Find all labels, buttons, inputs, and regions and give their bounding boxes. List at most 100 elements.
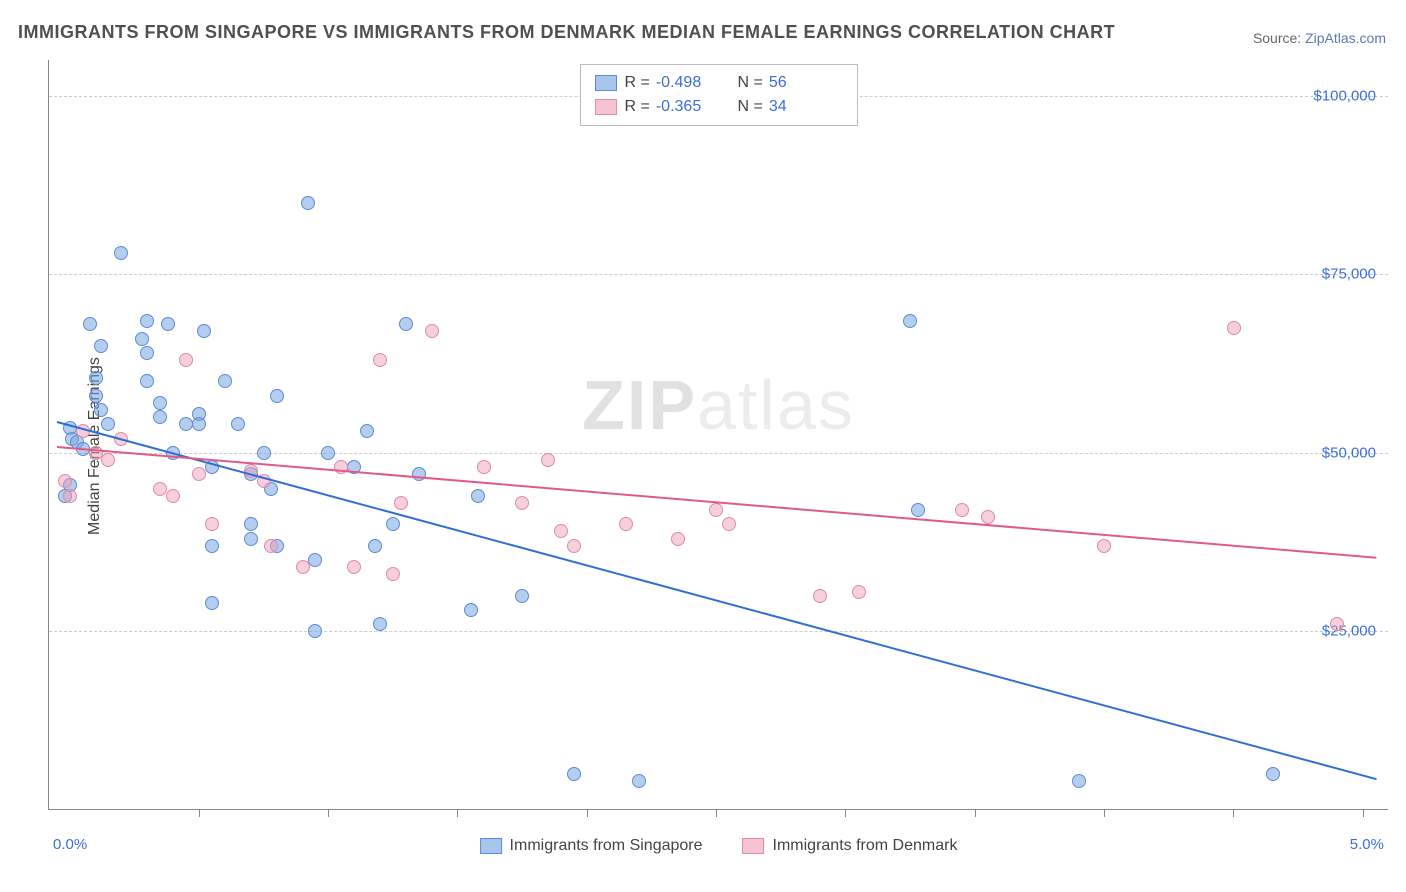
- legend-swatch: [595, 75, 617, 91]
- data-point: [515, 496, 529, 510]
- data-point: [632, 774, 646, 788]
- legend-item: Immigrants from Denmark: [743, 837, 958, 855]
- plot-area: ZIPatlas $25,000$50,000$75,000$100,0000.…: [48, 60, 1388, 810]
- x-tick: [845, 809, 846, 817]
- data-point: [301, 196, 315, 210]
- data-point: [135, 332, 149, 346]
- data-point: [347, 560, 361, 574]
- data-point: [308, 624, 322, 638]
- data-point: [955, 503, 969, 517]
- data-point: [321, 446, 335, 460]
- y-tick-label: $75,000: [1322, 266, 1376, 283]
- data-point: [567, 767, 581, 781]
- legend-item: Immigrants from Singapore: [480, 837, 703, 855]
- legend-swatch: [743, 838, 765, 854]
- data-point: [153, 396, 167, 410]
- data-point: [296, 560, 310, 574]
- gridline: [49, 453, 1388, 454]
- data-point: [671, 532, 685, 546]
- x-tick: [587, 809, 588, 817]
- data-point: [161, 317, 175, 331]
- data-point: [308, 553, 322, 567]
- legend-swatch: [595, 99, 617, 115]
- source-link[interactable]: ZipAtlas.com: [1305, 30, 1386, 46]
- data-point: [709, 503, 723, 517]
- trend-line: [56, 421, 1376, 780]
- data-point: [114, 246, 128, 260]
- x-axis-label-right: 5.0%: [1350, 836, 1384, 853]
- data-point: [140, 314, 154, 328]
- data-point: [257, 446, 271, 460]
- n-value: N =56: [738, 71, 843, 95]
- x-tick: [1363, 809, 1364, 817]
- data-point: [231, 417, 245, 431]
- data-point: [412, 467, 426, 481]
- data-point: [270, 389, 284, 403]
- legend-label: Immigrants from Denmark: [773, 837, 958, 855]
- data-point: [477, 460, 491, 474]
- data-point: [981, 510, 995, 524]
- watermark: ZIPatlas: [582, 365, 855, 445]
- data-point: [101, 453, 115, 467]
- chart-container: IMMIGRANTS FROM SINGAPORE VS IMMIGRANTS …: [0, 0, 1406, 892]
- data-point: [179, 353, 193, 367]
- data-point: [1227, 321, 1241, 335]
- data-point: [1266, 767, 1280, 781]
- chart-title: IMMIGRANTS FROM SINGAPORE VS IMMIGRANTS …: [18, 22, 1115, 43]
- data-point: [63, 489, 77, 503]
- data-point: [89, 371, 103, 385]
- watermark-rest: atlas: [697, 366, 855, 444]
- data-point: [244, 532, 258, 546]
- data-point: [722, 517, 736, 531]
- data-point: [153, 410, 167, 424]
- data-point: [166, 489, 180, 503]
- data-point: [192, 467, 206, 481]
- source-attribution: Source: ZipAtlas.com: [1253, 30, 1386, 46]
- x-tick: [1233, 809, 1234, 817]
- data-point: [373, 353, 387, 367]
- data-point: [264, 539, 278, 553]
- x-tick: [328, 809, 329, 817]
- gridline: [49, 631, 1388, 632]
- data-point: [903, 314, 917, 328]
- y-tick-label: $50,000: [1322, 444, 1376, 461]
- data-point: [373, 617, 387, 631]
- data-point: [153, 482, 167, 496]
- legend-row: R =-0.498 N =56: [595, 71, 843, 95]
- x-tick: [457, 809, 458, 817]
- data-point: [205, 596, 219, 610]
- data-point: [554, 524, 568, 538]
- data-point: [360, 424, 374, 438]
- data-point: [83, 317, 97, 331]
- series-legend: Immigrants from Singapore Immigrants from…: [480, 837, 958, 855]
- data-point: [852, 585, 866, 599]
- data-point: [619, 517, 633, 531]
- data-point: [386, 517, 400, 531]
- data-point: [58, 474, 72, 488]
- source-prefix: Source:: [1253, 30, 1305, 46]
- data-point: [541, 453, 555, 467]
- data-point: [101, 417, 115, 431]
- r-value: R =-0.365: [625, 95, 730, 119]
- x-tick: [1104, 809, 1105, 817]
- data-point: [94, 339, 108, 353]
- data-point: [464, 603, 478, 617]
- y-tick-label: $100,000: [1313, 87, 1376, 104]
- x-tick: [975, 809, 976, 817]
- data-point: [394, 496, 408, 510]
- correlation-legend: R =-0.498 N =56 R =-0.365 N =34: [580, 64, 858, 126]
- legend-row: R =-0.365 N =34: [595, 95, 843, 119]
- data-point: [197, 324, 211, 338]
- data-point: [399, 317, 413, 331]
- data-point: [471, 489, 485, 503]
- data-point: [140, 346, 154, 360]
- data-point: [1072, 774, 1086, 788]
- gridline: [49, 274, 1388, 275]
- data-point: [244, 517, 258, 531]
- n-value: N =34: [738, 95, 843, 119]
- legend-label: Immigrants from Singapore: [510, 837, 703, 855]
- data-point: [218, 374, 232, 388]
- r-value: R =-0.498: [625, 71, 730, 95]
- data-point: [425, 324, 439, 338]
- data-point: [368, 539, 382, 553]
